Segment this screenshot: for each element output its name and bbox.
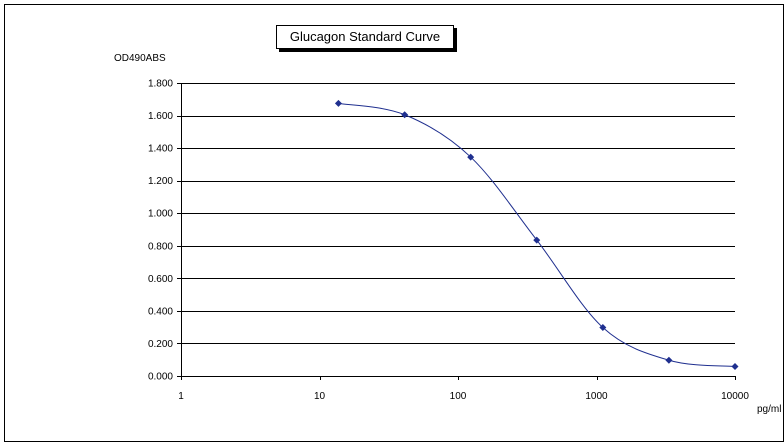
x-tick-label-0: 1 — [178, 391, 184, 402]
data-point-3 — [533, 236, 541, 244]
x-axis-label: pg/ml — [757, 404, 781, 415]
y-tick-label-4: 0.800 — [148, 241, 173, 252]
y-tick-label-0: 0.000 — [148, 372, 173, 383]
x-tick-label-3: 1000 — [585, 391, 608, 402]
data-point-4 — [599, 323, 607, 331]
y-tick-label-1: 0.200 — [148, 339, 173, 350]
x-tick-label-4: 10000 — [721, 391, 749, 402]
x-tick-label-1: 10 — [314, 391, 326, 402]
x-tick-labels: 1 10 100 1000 10000 — [178, 391, 749, 402]
chart-border — [4, 4, 784, 442]
y-tick-labels: 0.000 0.200 0.400 0.600 0.800 1.000 1.200 1.400… — [148, 79, 173, 383]
x-tick-label-2: 100 — [450, 391, 467, 402]
y-tick-label-7: 1.400 — [148, 144, 173, 155]
y-tick-label-8: 1.600 — [148, 111, 173, 122]
data-point-5 — [665, 356, 673, 364]
axes — [177, 83, 736, 380]
series-points — [334, 99, 739, 371]
series-curve — [338, 102, 736, 368]
data-point-0 — [334, 99, 342, 107]
y-tick-label-9: 1.800 — [148, 79, 173, 90]
y-axis-label: OD490ABS — [114, 53, 166, 64]
data-point-6 — [731, 363, 739, 371]
y-tick-label-2: 0.400 — [148, 306, 173, 317]
y-tick-label-6: 1.200 — [148, 176, 173, 187]
y-tick-label-5: 1.000 — [148, 209, 173, 220]
gridlines — [181, 83, 735, 344]
chart-title: Glucagon Standard Curve — [276, 25, 454, 49]
y-tick-label-3: 0.600 — [148, 274, 173, 285]
data-point-2 — [467, 153, 475, 161]
data-point-1 — [401, 111, 409, 119]
